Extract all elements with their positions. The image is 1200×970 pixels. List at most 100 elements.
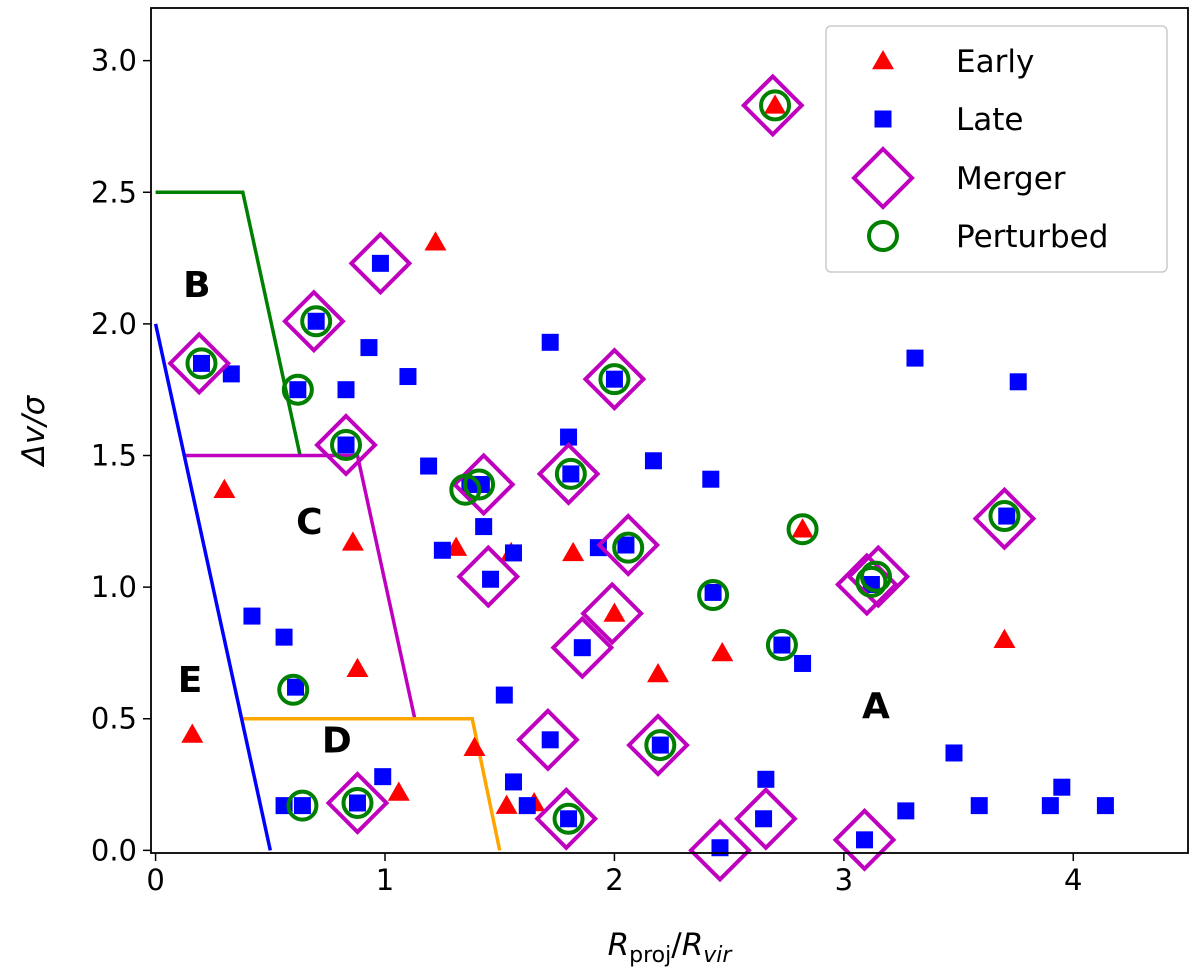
late-point xyxy=(433,541,451,559)
early-point xyxy=(181,723,204,743)
early-point xyxy=(791,518,814,538)
late-point xyxy=(504,773,522,791)
late-point xyxy=(293,797,311,815)
plot-frame xyxy=(150,7,1189,854)
late-point xyxy=(794,654,812,672)
plot-area: A B C D E xyxy=(153,73,1114,883)
early-point xyxy=(993,628,1016,649)
perturbed-point xyxy=(612,531,645,564)
perturbed-point xyxy=(286,789,319,822)
perturbed-point xyxy=(855,565,888,598)
legend-box xyxy=(825,25,1168,273)
legend: Early Late Merger Perturbed xyxy=(825,25,1168,273)
early-point xyxy=(647,662,670,683)
late-point xyxy=(1009,373,1027,391)
merger-point xyxy=(834,552,899,617)
early-point xyxy=(495,794,518,814)
late-point xyxy=(374,768,392,786)
late-point xyxy=(651,736,669,754)
late-point xyxy=(243,607,261,625)
late-point xyxy=(289,381,307,399)
legend-entry-late: Late xyxy=(874,102,1024,138)
perturbed-point xyxy=(185,347,218,380)
y-tick-label: 1.0 xyxy=(91,570,137,604)
late-point xyxy=(420,457,438,475)
early-point xyxy=(387,781,410,801)
late-point xyxy=(998,507,1016,525)
late-point xyxy=(399,368,417,386)
x-tick-label: 0 xyxy=(146,863,164,897)
merger-point xyxy=(580,581,644,646)
late-point xyxy=(275,628,293,646)
early-point xyxy=(562,541,585,562)
x-tick-label: 3 xyxy=(835,863,853,897)
merger-point xyxy=(734,786,798,851)
late-point xyxy=(1053,778,1071,796)
late-point xyxy=(1096,797,1114,815)
late-point xyxy=(360,339,378,357)
merger-point xyxy=(596,513,661,577)
perturbed-point xyxy=(300,305,333,338)
merger-point xyxy=(688,818,752,883)
early-point xyxy=(463,736,486,756)
late-point xyxy=(371,254,389,272)
merger-point xyxy=(325,771,390,835)
y-axis-label: Δv/σ xyxy=(16,394,52,467)
perturbed-point xyxy=(988,500,1021,533)
early-point xyxy=(711,641,734,662)
x-tick-label: 2 xyxy=(605,863,623,897)
late-point xyxy=(617,536,635,554)
merger-point xyxy=(536,442,601,506)
legend-marker-merger xyxy=(851,146,915,210)
merger-point xyxy=(626,713,690,777)
late-point xyxy=(897,802,915,820)
late-point xyxy=(475,518,493,536)
perturbed-point xyxy=(341,786,374,819)
merger-point xyxy=(534,786,599,851)
late-point xyxy=(560,428,578,446)
x-tick-label: 1 xyxy=(376,863,394,897)
late-point xyxy=(541,333,559,351)
y-tick-label: 2.5 xyxy=(91,175,137,209)
y-tick-label: 3.0 xyxy=(91,44,137,78)
perturbed-point xyxy=(765,629,798,662)
merger-point xyxy=(167,331,232,396)
perturbed-point xyxy=(554,457,587,490)
early-point xyxy=(346,657,369,677)
early-point xyxy=(764,94,787,114)
late-point xyxy=(348,794,366,812)
late-point xyxy=(495,686,513,704)
perturbed-point xyxy=(277,673,310,706)
late-point xyxy=(307,312,325,330)
series-perturbed xyxy=(185,89,1021,835)
y-tick-label: 0.5 xyxy=(91,702,137,736)
region-b-boundary-line xyxy=(155,190,302,456)
legend-entry-perturbed: Perturbed xyxy=(867,219,1108,255)
merger-point xyxy=(550,615,615,680)
perturbed-point xyxy=(449,473,482,506)
late-point xyxy=(560,810,578,828)
late-point xyxy=(773,636,791,654)
perturbed-point xyxy=(463,468,496,501)
region-label-b: B xyxy=(183,265,210,306)
late-point xyxy=(1041,797,1059,815)
merger-point xyxy=(314,413,378,477)
perturbed-point xyxy=(644,729,677,762)
axes: 0 1 2 3 4 0.0 0.5 1.0 1.5 2.0 2.5 3.0 Rproj/Rvir Δv/σ xyxy=(16,7,1189,968)
perturbed-point xyxy=(786,513,819,546)
legend-entry-merger: Merger xyxy=(851,146,1066,210)
merger-point xyxy=(456,544,521,609)
legend-label-merger: Merger xyxy=(956,161,1066,197)
late-point xyxy=(702,470,720,488)
late-point xyxy=(518,797,536,815)
perturbed-point xyxy=(697,579,730,612)
y-tick-label: 1.5 xyxy=(91,439,137,473)
merger-point xyxy=(348,231,413,296)
region-label-a: A xyxy=(862,686,890,727)
legend-label-perturbed: Perturbed xyxy=(956,219,1108,255)
early-point xyxy=(341,531,364,551)
merger-point xyxy=(972,486,1037,551)
merger-point xyxy=(832,808,897,872)
perturbed-point xyxy=(330,428,363,461)
late-point xyxy=(562,465,580,483)
